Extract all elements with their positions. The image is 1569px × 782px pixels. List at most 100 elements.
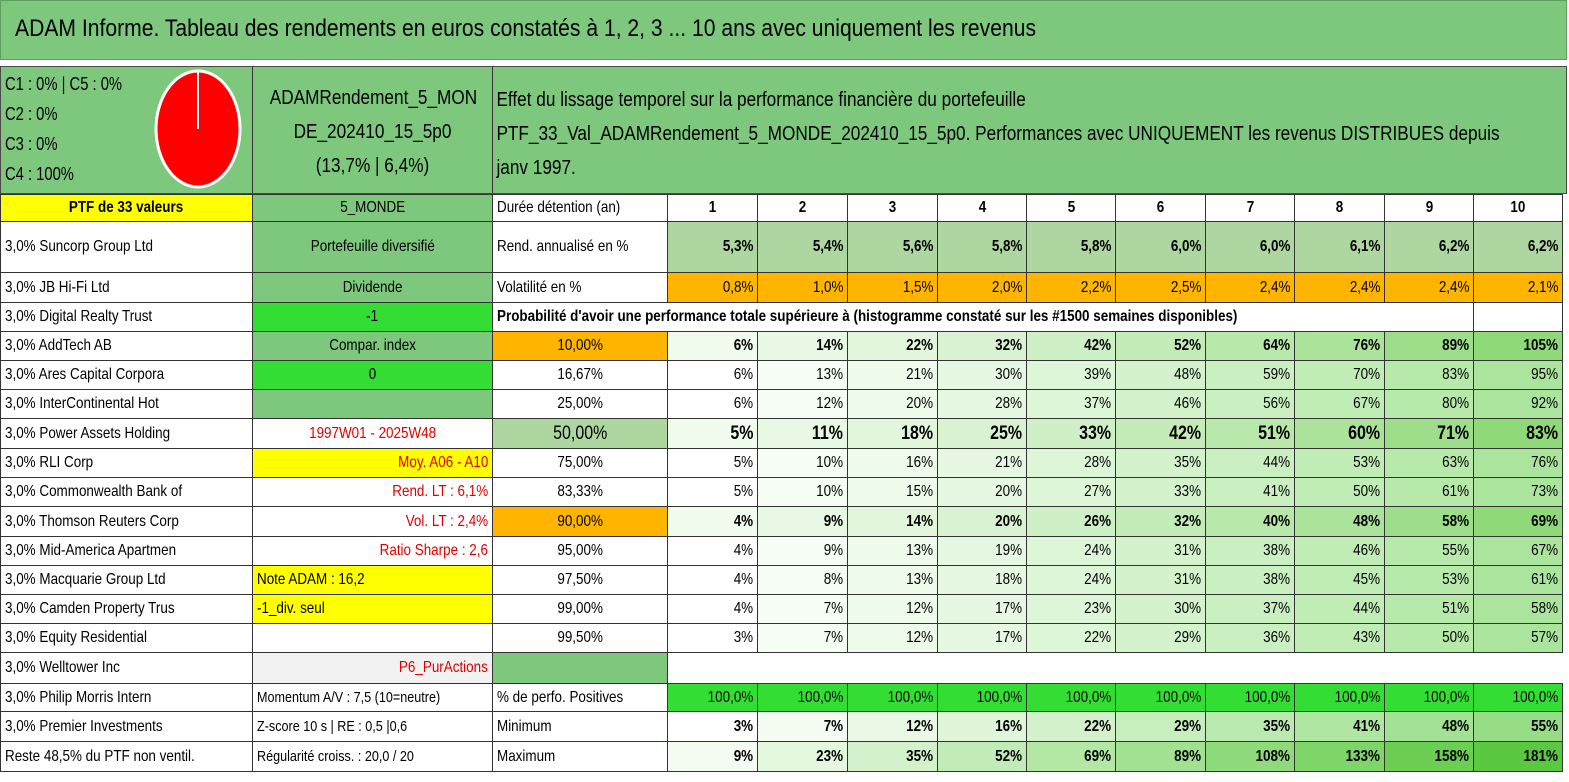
table-row: 3,0% Digital Realty Trust -1 Probabilité d… <box>0 302 1563 332</box>
prob-value: 8% <box>757 565 848 595</box>
prob-value: 60% <box>1294 418 1385 449</box>
max-value: 158% <box>1384 741 1474 772</box>
max-value: 35% <box>847 741 938 772</box>
table-row: 3,0% Thomson Reuters Corp Vol. LT : 2,4% 9… <box>0 506 1563 537</box>
prob-value: 48% <box>1294 506 1385 537</box>
prob-value: 83% <box>1384 360 1474 390</box>
portfolio-stats: (13,7% | 6,4%) <box>315 155 430 177</box>
year-header-text: 7 <box>1246 199 1254 216</box>
prob-value: 4% <box>667 506 758 537</box>
info-cell: Ratio Sharpe : 2,6 <box>252 536 493 566</box>
prob-value: 27% <box>1026 477 1116 507</box>
holding-cell: 3,0% Philip Morris Intern <box>0 683 253 712</box>
prob-value-text: 53% <box>1442 571 1469 588</box>
prob-threshold-text: 83,33% <box>557 483 603 500</box>
info-cell-text: Portefeuille diversifié <box>310 238 435 255</box>
prob-value-text: 6% <box>733 337 753 354</box>
prob-value-text: 42% <box>1169 422 1201 444</box>
holding-cell-text: 3,0% Ares Capital Corpora <box>5 366 165 383</box>
info-cell: 0 <box>252 360 493 390</box>
rend-value: 6,2% <box>1473 221 1563 273</box>
prob-threshold-text: 97,50% <box>557 571 603 588</box>
prob-value-text: 50% <box>1442 629 1469 646</box>
prob-value: 51% <box>1384 594 1474 624</box>
prob-value: 46% <box>1115 389 1206 419</box>
prob-threshold-text: 75,00% <box>557 454 603 471</box>
rend-value: 5,6% <box>847 221 938 273</box>
holding-cell: 3,0% Suncorp Group Ltd <box>0 221 253 273</box>
prob-value: 21% <box>847 360 938 390</box>
holding-cell-text: 3,0% Power Assets Holding <box>5 424 171 442</box>
year-header-text: 5 <box>1067 199 1075 216</box>
prob-value-text: 52% <box>1174 337 1201 354</box>
prob-value: 42% <box>1115 418 1206 449</box>
prob-value-text: 83% <box>1442 366 1469 383</box>
info-cell: Rend. LT : 6,1% <box>252 477 493 507</box>
vol-value: 2,5% <box>1115 272 1206 303</box>
info-cell-text: -1_div. seul <box>257 600 325 617</box>
prob-value: 38% <box>1205 565 1295 595</box>
prob-value-text: 30% <box>1174 600 1201 617</box>
info-cell-text: Compar. index <box>329 337 416 354</box>
holding-cell: 3,0% InterContinental Hot <box>0 389 253 419</box>
prob-value-text: 37% <box>1084 395 1111 412</box>
prob-value: 50% <box>1384 623 1474 653</box>
vol-value-text: 0,8% <box>722 278 753 296</box>
prob-value-text: 51% <box>1442 600 1469 617</box>
holding-cell: Reste 48,5% du PTF non ventil. <box>0 741 253 772</box>
prob-value: 20% <box>937 477 1027 507</box>
prob-value: 56% <box>1205 389 1295 419</box>
pos-value-text: 100,0% <box>1512 688 1558 706</box>
vol-value: 2,1% <box>1473 272 1563 303</box>
prob-value: 4% <box>667 536 758 566</box>
prob-value-text: 10% <box>816 454 843 471</box>
vol-value-text: 2,4% <box>1438 278 1469 296</box>
prob-value-text: 12% <box>906 629 933 646</box>
rend-value-text: 5,8% <box>1080 238 1111 255</box>
prob-value-text: 45% <box>1353 571 1380 588</box>
pos-value: 100,0% <box>1205 683 1295 712</box>
prob-value: 41% <box>1205 477 1295 507</box>
max-value-text: 35% <box>906 747 933 765</box>
rend-value-text: 5,8% <box>991 238 1022 255</box>
info-cell: P6_PurActions <box>252 652 493 684</box>
empty-cell <box>668 653 1563 684</box>
min-value: 3% <box>667 711 758 742</box>
holding-cell: 3,0% Premier Investments <box>0 711 253 742</box>
vol-value: 2,4% <box>1205 272 1295 303</box>
effect-description: Effet du lissage temporel sur la perform… <box>493 67 1563 185</box>
prob-value: 55% <box>1384 536 1474 566</box>
prob-value-text: 22% <box>1084 629 1111 646</box>
holding-cell-text: 3,0% Camden Property Trus <box>5 600 175 617</box>
info-cell-text: Rend. LT : 6,1% <box>392 483 488 500</box>
prob-value-text: 6% <box>733 395 753 412</box>
info-cell-text: -1 <box>366 308 379 325</box>
prob-value: 28% <box>1026 448 1116 478</box>
prob-value: 37% <box>1205 594 1295 624</box>
prob-value-text: 13% <box>906 571 933 588</box>
holding-cell-text: 3,0% AddTech AB <box>5 337 112 354</box>
rend-value-text: 5,4% <box>812 238 843 255</box>
prob-value-text: 14% <box>816 337 843 354</box>
prob-value: 29% <box>1115 623 1206 653</box>
portfolio-name: ADAMRendement_5_MON DE_202410_15_5p0 (13… <box>270 67 477 183</box>
year-header: 7 <box>1205 194 1295 222</box>
prob-value: 22% <box>1026 623 1116 653</box>
prob-value-text: 8% <box>823 571 843 588</box>
min-value: 41% <box>1294 711 1385 742</box>
prob-value-text: 20% <box>995 483 1022 500</box>
prob-value: 13% <box>847 565 938 595</box>
prob-value: 64% <box>1205 331 1295 361</box>
pos-value: 100,0% <box>1384 683 1474 712</box>
min-value: 16% <box>937 711 1027 742</box>
info-cell-text: 5_MONDE <box>340 199 405 216</box>
prob-value-text: 19% <box>995 542 1022 559</box>
prob-value-text: 12% <box>816 395 843 412</box>
prob-value-text: 16% <box>906 454 933 471</box>
prob-value: 26% <box>1026 506 1116 537</box>
prob-value: 48% <box>1115 360 1206 390</box>
prob-value-text: 64% <box>1263 337 1290 354</box>
prob-value: 33% <box>1026 418 1116 449</box>
info-cell: Portefeuille diversifié <box>252 221 493 273</box>
rend-value-text: 6,1% <box>1349 238 1380 255</box>
